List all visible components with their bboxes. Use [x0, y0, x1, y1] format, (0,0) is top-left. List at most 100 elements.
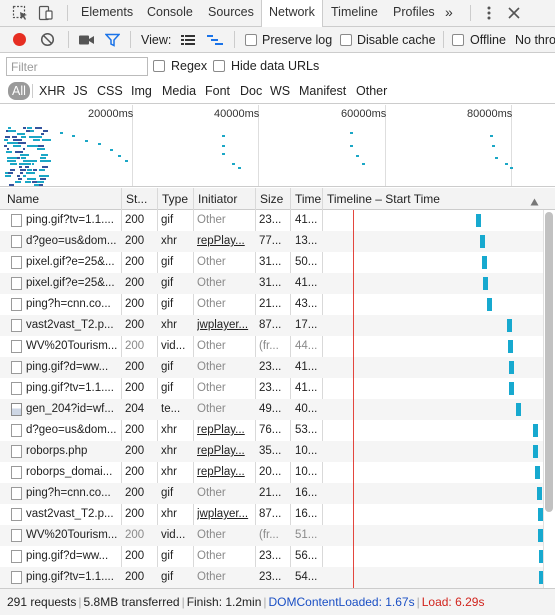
column-header-time[interactable]: Time: [295, 192, 322, 206]
filter-input[interactable]: [6, 57, 148, 76]
request-initiator[interactable]: repPlay...: [197, 235, 245, 247]
waterfall-bar[interactable]: [507, 319, 513, 332]
sort-up-icon[interactable]: [530, 195, 539, 206]
tab-network[interactable]: Network: [261, 0, 323, 27]
inspect-element-icon[interactable]: [12, 5, 30, 21]
request-name[interactable]: ping?h=cnn.co...: [26, 487, 111, 499]
disable-cache-checkbox[interactable]: [340, 34, 352, 46]
filter-icon[interactable]: [104, 33, 121, 47]
request-name[interactable]: ping?h=cnn.co...: [26, 298, 111, 310]
table-row[interactable]: ping.gif?tv=1.1.... 200 gif Other 23... 54...: [0, 567, 555, 588]
table-row[interactable]: pixel.gif?e=25&... 200 gif Other 31... 41...: [0, 273, 555, 294]
waterfall-bar[interactable]: [539, 571, 545, 584]
waterfall-bar[interactable]: [534, 466, 540, 479]
table-row[interactable]: roborps_domai... 200 xhr repPlay... 20... 10.…: [0, 462, 555, 483]
type-filter-js[interactable]: JS: [73, 84, 88, 98]
request-name[interactable]: ping.gif?tv=1.1....: [26, 382, 114, 394]
tab-sources[interactable]: Sources: [208, 5, 254, 19]
waterfall-bar[interactable]: [532, 424, 538, 437]
waterfall-bar[interactable]: [481, 256, 487, 269]
column-header-initiator[interactable]: Initiator: [198, 192, 238, 206]
type-filter-media[interactable]: Media: [162, 84, 197, 98]
column-divider[interactable]: [322, 188, 323, 588]
request-name[interactable]: vast2vast_T2.p...: [26, 319, 114, 331]
table-row[interactable]: WV%20Tourism... 200 vid... Other (fr... 51...: [0, 525, 555, 546]
table-row[interactable]: d?geo=us&dom... 200 xhr repPlay... 76... 53..…: [0, 420, 555, 441]
column-header-status[interactable]: St...: [126, 192, 148, 206]
column-divider[interactable]: [290, 188, 291, 588]
list-view-icon[interactable]: [180, 33, 196, 47]
throttling-select[interactable]: No thro: [515, 33, 555, 47]
table-row[interactable]: ping?h=cnn.co... 200 gif Other 21... 43...: [0, 294, 555, 315]
table-row[interactable]: pixel.gif?e=25&... 200 gif Other 31... 50...: [0, 252, 555, 273]
type-filter-img[interactable]: Img: [131, 84, 152, 98]
column-divider[interactable]: [121, 188, 122, 588]
scrollbar-thumb[interactable]: [545, 212, 553, 512]
type-filter-doc[interactable]: Doc: [240, 84, 263, 98]
waterfall-bar[interactable]: [538, 529, 544, 542]
request-name[interactable]: WV%20Tourism...: [26, 340, 118, 352]
request-name[interactable]: pixel.gif?e=25&...: [26, 256, 115, 268]
close-icon[interactable]: [505, 5, 523, 21]
request-name[interactable]: d?geo=us&dom...: [26, 424, 117, 436]
waterfall-bar[interactable]: [509, 382, 515, 395]
request-initiator[interactable]: repPlay...: [197, 424, 245, 436]
preserve-log-checkbox[interactable]: [245, 34, 257, 46]
tab-profiles[interactable]: Profiles: [393, 5, 435, 19]
waterfall-bar[interactable]: [475, 214, 481, 227]
request-name[interactable]: gen_204?id=wf...: [26, 403, 114, 415]
request-name[interactable]: ping.gif?tv=1.1....: [26, 571, 114, 583]
clear-icon[interactable]: [40, 32, 55, 47]
request-name[interactable]: pixel.gif?e=25&...: [26, 277, 115, 289]
request-name[interactable]: roborps.php: [26, 445, 88, 457]
request-name[interactable]: ping.gif?tv=1.1....: [26, 214, 114, 226]
type-filter-xhr[interactable]: XHR: [39, 84, 66, 98]
request-name[interactable]: roborps_domai...: [26, 466, 113, 478]
type-filter-other[interactable]: Other: [356, 84, 388, 98]
regex-checkbox[interactable]: [153, 60, 165, 72]
request-name[interactable]: ping.gif?d=ww...: [26, 361, 109, 373]
request-initiator[interactable]: repPlay...: [197, 466, 245, 478]
device-mode-icon[interactable]: [38, 5, 56, 21]
column-header-size[interactable]: Size: [260, 192, 284, 206]
request-name[interactable]: ping.gif?d=ww...: [26, 550, 109, 562]
tab-timeline[interactable]: Timeline: [331, 5, 378, 19]
more-tabs-button[interactable]: »: [445, 4, 453, 20]
waterfall-bar[interactable]: [515, 403, 521, 416]
column-header-timeline[interactable]: Timeline – Start Time: [327, 192, 440, 206]
offline-checkbox[interactable]: [452, 34, 464, 46]
hide-data-urls-checkbox[interactable]: [213, 60, 225, 72]
capture-screenshots-icon[interactable]: [78, 33, 95, 47]
waterfall-bar[interactable]: [537, 487, 542, 500]
column-divider[interactable]: [255, 188, 256, 588]
type-filter-font[interactable]: Font: [205, 84, 231, 98]
waterfall-bar[interactable]: [508, 361, 514, 374]
table-row[interactable]: vast2vast_T2.p... 200 xhr jwplayer... 87... 1…: [0, 504, 555, 525]
table-row[interactable]: ping.gif?d=ww... 200 gif Other 23... 56...: [0, 546, 555, 567]
column-header-name[interactable]: Name: [7, 192, 40, 206]
network-overview[interactable]: 20000ms 40000ms 60000ms 80000ms: [0, 105, 555, 187]
request-name[interactable]: d?geo=us&dom...: [26, 235, 117, 247]
waterfall-bar[interactable]: [482, 277, 488, 290]
waterfall-bar[interactable]: [508, 340, 514, 353]
record-icon[interactable]: [12, 32, 27, 47]
request-name[interactable]: WV%20Tourism...: [26, 529, 118, 541]
table-row[interactable]: vast2vast_T2.p... 200 xhr jwplayer... 87... 1…: [0, 315, 555, 336]
table-row[interactable]: ping.gif?d=ww... 200 gif Other 23... 41...: [0, 357, 555, 378]
column-header-type[interactable]: Type: [162, 192, 189, 206]
waterfall-bar[interactable]: [532, 445, 538, 458]
table-row[interactable]: d?geo=us&dom... 200 xhr repPlay... 77... 13..…: [0, 231, 555, 252]
tab-console[interactable]: Console: [147, 5, 193, 19]
table-row[interactable]: roborps.php 200 xhr repPlay... 35... 10...: [0, 441, 555, 462]
table-row[interactable]: ping?h=cnn.co... 200 gif Other 21... 16...: [0, 483, 555, 504]
column-divider[interactable]: [193, 188, 194, 588]
request-initiator[interactable]: repPlay...: [197, 445, 245, 457]
table-row[interactable]: ping.gif?tv=1.1.... 200 gif Other 23... 41...: [0, 378, 555, 399]
waterfall-bar[interactable]: [538, 550, 544, 563]
table-row[interactable]: WV%20Tourism... 200 vid... Other (fr... 44...: [0, 336, 555, 357]
column-divider[interactable]: [157, 188, 158, 588]
table-row[interactable]: gen_204?id=wf... 204 te... Other 49... 40...: [0, 399, 555, 420]
type-filter-ws[interactable]: WS: [270, 84, 291, 98]
type-filter-all[interactable]: All: [8, 82, 30, 100]
request-initiator[interactable]: jwplayer...: [197, 508, 249, 520]
